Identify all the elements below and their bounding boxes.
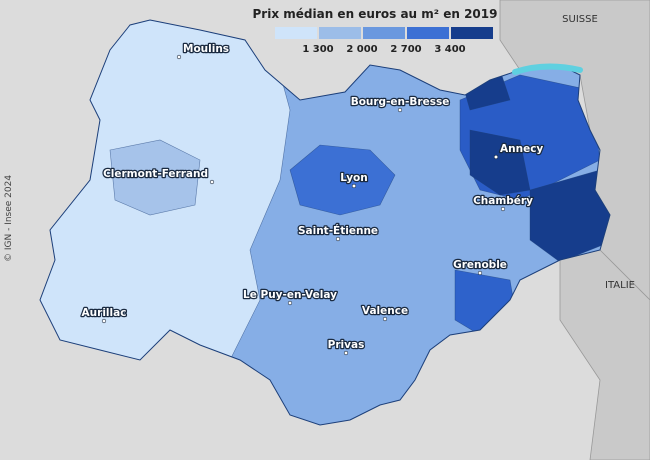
zone-clermont bbox=[109, 139, 201, 216]
legend-break: 2 700 bbox=[390, 44, 421, 55]
city-label: Annecy bbox=[500, 143, 543, 155]
city-dot bbox=[493, 154, 499, 160]
city-label: Bourg-en-Bresse bbox=[351, 96, 450, 108]
city-label: Valence bbox=[362, 305, 408, 317]
city-label: Saint-Étienne bbox=[298, 224, 378, 237]
city-dot bbox=[335, 236, 341, 242]
legend-title: Prix médian en euros au m² en 2019 bbox=[253, 7, 498, 21]
city-dot bbox=[500, 206, 506, 212]
city-dot bbox=[351, 183, 357, 189]
city-dot bbox=[343, 350, 349, 356]
legend-swatch bbox=[407, 27, 449, 39]
region-outline bbox=[39, 19, 611, 426]
legend-swatch bbox=[275, 27, 317, 39]
cities: Moulins Clermont-Ferrand Lyon Bourg-en-Bres… bbox=[80, 42, 545, 356]
legend-swatch bbox=[363, 27, 405, 39]
legend-break: 2 000 bbox=[346, 44, 377, 55]
lake-geneva bbox=[512, 63, 583, 75]
zone-annecy-core bbox=[469, 129, 531, 196]
city-dot bbox=[176, 54, 182, 60]
city-label: Grenoble bbox=[453, 259, 507, 271]
legend-swatch bbox=[319, 27, 361, 39]
city-dot bbox=[397, 107, 403, 113]
city-dot bbox=[287, 300, 293, 306]
city-dot bbox=[209, 179, 215, 185]
italy bbox=[559, 249, 650, 460]
city-dot bbox=[101, 318, 107, 324]
city-dot bbox=[477, 270, 483, 276]
city-label: Moulins bbox=[183, 43, 229, 55]
city-label: Chambéry bbox=[473, 195, 533, 207]
city-label: Privas bbox=[328, 339, 365, 351]
legend-break: 1 300 bbox=[302, 44, 333, 55]
zone-lyon bbox=[289, 144, 396, 216]
city-dot bbox=[382, 316, 388, 322]
credit: © IGN - Insee 2024 bbox=[4, 175, 14, 262]
legend-break: 3 400 bbox=[434, 44, 465, 55]
legend-swatch bbox=[451, 27, 493, 39]
city-label: Clermont-Ferrand bbox=[103, 168, 208, 180]
country-label: ITALIE bbox=[605, 280, 635, 291]
city-label: Le Puy-en-Velay bbox=[243, 289, 337, 301]
city-label: Aurillac bbox=[82, 307, 127, 319]
city-label: Lyon bbox=[340, 172, 368, 184]
zone-savoie bbox=[529, 169, 610, 263]
legend: 1 300 2 000 2 700 3 400 bbox=[275, 27, 493, 55]
country-label: SUISSE bbox=[562, 14, 598, 25]
